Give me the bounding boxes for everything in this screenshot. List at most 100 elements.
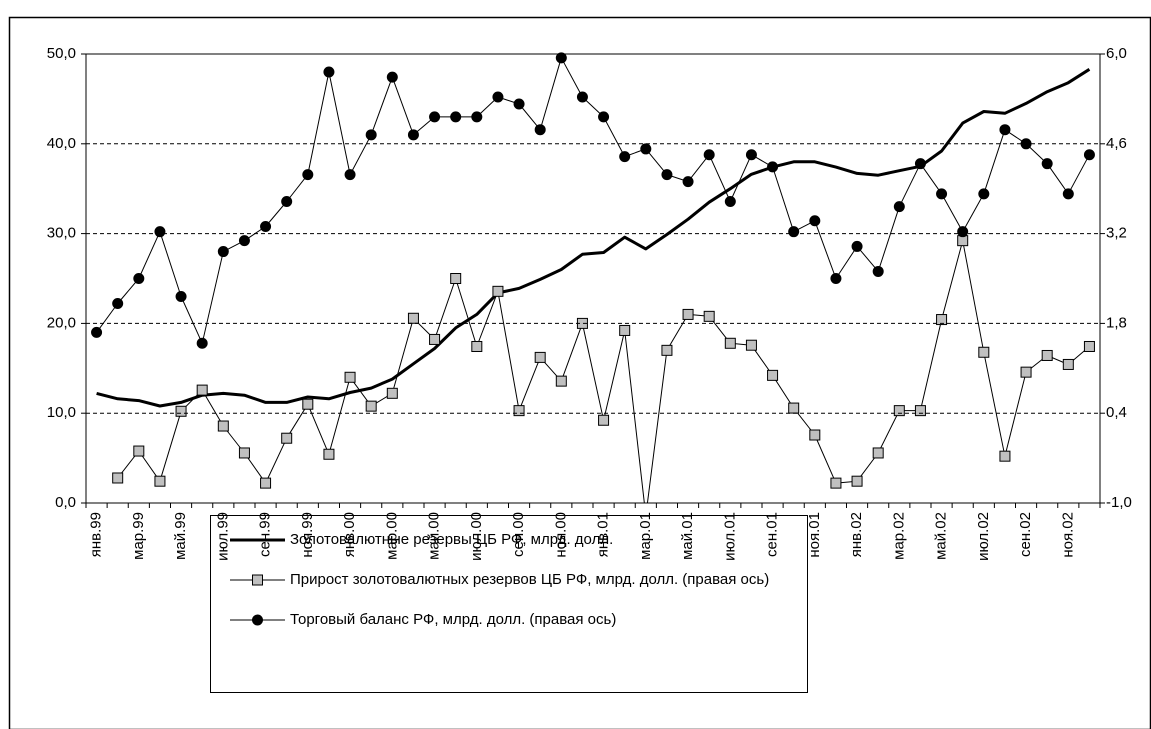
square-marker [809, 429, 821, 441]
circle-marker [112, 298, 124, 310]
circle-marker [598, 111, 610, 123]
square-marker [407, 312, 419, 324]
circle-marker [281, 196, 293, 208]
square-marker [703, 310, 715, 322]
y2-tick-label: 6,0 [1106, 45, 1127, 62]
x-tick-label: май.02 [933, 512, 950, 560]
circle-marker [196, 337, 208, 349]
square-marker [281, 432, 293, 444]
legend-label: Торговый баланс РФ, млрд. долл. (правая … [290, 611, 616, 628]
circle-marker [724, 196, 736, 208]
square-marker [978, 346, 990, 358]
square-marker [323, 448, 335, 460]
square-marker [429, 333, 441, 345]
plot-area [91, 52, 1095, 503]
legend-marker [252, 574, 263, 586]
square-marker [112, 472, 124, 484]
y-tick-label: 50,0 [47, 45, 76, 62]
square-marker [1020, 366, 1032, 378]
x-tick-label: июл.00 [468, 512, 485, 561]
circle-marker [1062, 188, 1074, 200]
circle-marker [893, 201, 905, 213]
x-tick-label: янв.00 [341, 512, 358, 557]
circle-marker [1083, 149, 1095, 161]
x-tick-label: май.00 [426, 512, 443, 560]
circle-marker [323, 66, 335, 78]
circle-marker [745, 149, 757, 161]
circle-marker [703, 149, 715, 161]
x-tick-label: ноя.00 [552, 512, 569, 558]
circle-marker [133, 273, 145, 284]
circle-marker [492, 91, 504, 103]
circle-marker [767, 161, 779, 173]
square-marker [745, 339, 757, 351]
circle-marker [914, 158, 926, 170]
y-tick-label: 30,0 [47, 225, 76, 242]
circle-marker [365, 129, 377, 141]
square-marker [260, 477, 272, 489]
circle-marker [936, 188, 948, 200]
square-marker [386, 387, 398, 399]
y2-tick-label: 0,4 [1106, 404, 1127, 421]
circle-marker [450, 111, 462, 123]
square-marker [365, 400, 377, 412]
circle-marker [513, 98, 525, 110]
square-marker [217, 420, 229, 432]
square-marker [893, 405, 905, 417]
square-marker [492, 285, 504, 297]
x-tick-label: янв.99 [88, 512, 105, 557]
x-tick-label: мар.01 [637, 512, 654, 560]
y2-tick-label: 1,8 [1106, 314, 1127, 331]
x-tick-label: сен.02 [1017, 512, 1034, 557]
circle-marker [407, 129, 419, 141]
circle-marker [682, 176, 694, 188]
square-marker [450, 273, 462, 284]
square-marker [767, 369, 779, 381]
x-tick-label: мар.02 [890, 512, 907, 560]
x-tick-label: июл.02 [975, 512, 992, 561]
circle-marker [154, 226, 166, 238]
circle-marker [957, 226, 969, 238]
square-marker [598, 414, 610, 426]
legend [210, 515, 808, 693]
legend-marker [252, 614, 263, 626]
y-tick-label: 40,0 [47, 135, 76, 152]
circle-marker [640, 143, 652, 155]
square-marker [914, 405, 926, 417]
square-marker [936, 314, 948, 326]
x-tick-label: мар.99 [130, 512, 147, 560]
square-marker [1041, 349, 1053, 361]
square-marker [682, 308, 694, 320]
x-tick-label: май.99 [172, 512, 189, 560]
circle-marker [238, 235, 250, 247]
circle-marker [429, 111, 441, 123]
x-tick-label: ноя.99 [299, 512, 316, 558]
circle-marker [534, 124, 546, 136]
circle-marker [851, 240, 863, 252]
square-marker [999, 450, 1011, 462]
square-marker [851, 475, 863, 487]
x-tick-label: ноя.01 [806, 512, 823, 558]
circle-marker [344, 169, 356, 181]
legend-label: Золотовалютные резервы ЦБ РФ, млрд. долл… [290, 531, 613, 548]
legend-label: Прирост золотовалютных резервов ЦБ РФ, м… [290, 571, 769, 588]
square-marker [344, 371, 356, 383]
y2-tick-label: 4,6 [1106, 135, 1127, 152]
circle-marker [576, 91, 588, 103]
y2-tick-label: 3,2 [1106, 225, 1127, 242]
square-marker [661, 344, 673, 356]
x-tick-label: мар.00 [383, 512, 400, 560]
x-tick-label: июл.01 [721, 512, 738, 561]
circle-marker [978, 188, 990, 200]
y-tick-label: 10,0 [47, 404, 76, 421]
y-tick-label: 20,0 [47, 314, 76, 331]
square-marker [1062, 358, 1074, 370]
circle-marker [999, 124, 1011, 136]
square-marker [1083, 340, 1095, 352]
square-marker [724, 337, 736, 349]
square-marker [830, 477, 842, 489]
square-marker [513, 405, 525, 417]
circle-marker [809, 215, 821, 227]
circle-marker [175, 290, 187, 302]
